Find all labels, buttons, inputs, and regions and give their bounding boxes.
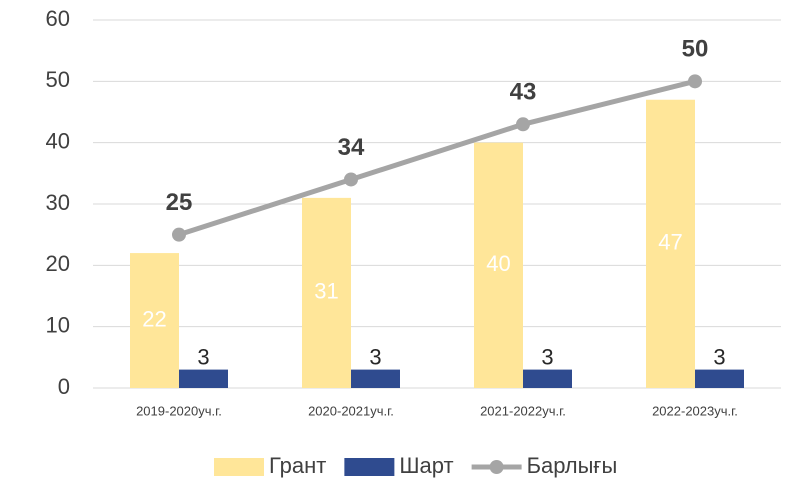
y-tick-label: 50 bbox=[46, 67, 70, 92]
legend-swatch bbox=[489, 460, 504, 474]
legend-label: Грант bbox=[269, 453, 326, 478]
data-label: 50 bbox=[682, 36, 709, 63]
y-tick-label: 20 bbox=[46, 251, 70, 276]
x-tick-label: 2019-2020уч.г. bbox=[136, 403, 222, 418]
data-label: 43 bbox=[510, 79, 537, 106]
bar bbox=[130, 253, 179, 388]
x-tick-label: 2020-2021уч.г. bbox=[308, 403, 394, 418]
legend-swatch bbox=[214, 458, 264, 476]
line-point bbox=[344, 172, 358, 187]
legend-swatch bbox=[344, 458, 395, 476]
y-tick-label: 40 bbox=[46, 128, 70, 153]
data-label: 3 bbox=[197, 344, 209, 369]
data-label: 3 bbox=[369, 344, 381, 369]
y-tick-label: 30 bbox=[46, 190, 70, 215]
data-label: 31 bbox=[314, 279, 338, 304]
line-point bbox=[688, 74, 702, 89]
data-label: 3 bbox=[541, 344, 553, 369]
bar bbox=[302, 197, 351, 388]
line-point bbox=[516, 117, 530, 132]
legend-item: Шарт bbox=[344, 453, 454, 478]
bar bbox=[646, 99, 695, 388]
y-tick-label: 10 bbox=[46, 312, 70, 337]
legend-item: Грант bbox=[214, 453, 326, 478]
y-tick-label: 60 bbox=[46, 6, 70, 31]
bar bbox=[695, 369, 744, 388]
data-label: 25 bbox=[166, 189, 193, 216]
bar bbox=[179, 369, 228, 388]
data-label: 40 bbox=[486, 251, 510, 276]
legend-label: Барлығы bbox=[527, 453, 618, 478]
data-label: 3 bbox=[713, 344, 725, 369]
bar bbox=[474, 142, 523, 388]
data-label: 34 bbox=[338, 134, 365, 161]
bar bbox=[523, 369, 572, 388]
x-tick-label: 2022-2023уч.г. bbox=[652, 403, 738, 418]
x-tick-label: 2021-2022уч.г. bbox=[480, 403, 566, 418]
line-point bbox=[172, 227, 186, 242]
y-tick-label: 0 bbox=[58, 374, 70, 399]
line bbox=[178, 78, 696, 238]
bar bbox=[351, 369, 400, 388]
legend-label: Шарт bbox=[399, 453, 453, 478]
legend-item: Барлығы bbox=[471, 453, 618, 478]
data-label: 22 bbox=[142, 306, 166, 331]
data-label: 47 bbox=[658, 230, 682, 255]
